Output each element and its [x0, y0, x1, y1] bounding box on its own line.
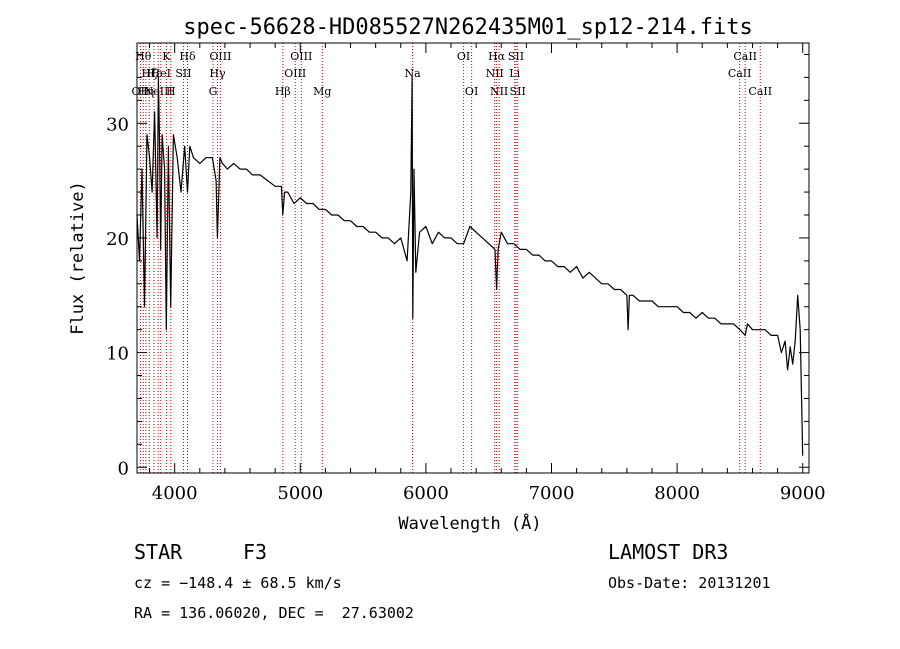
spectral-line-label: OIII: [284, 67, 306, 80]
x-tick-label: 6000: [403, 483, 449, 504]
object-class: STAR: [134, 540, 183, 564]
spectral-line-label: SII: [510, 85, 526, 98]
spectral-line-label: Hζ: [142, 67, 158, 80]
y-tick-label: 20: [106, 229, 129, 250]
coordinates: RA = 136.06020, DEC = 27.63002: [134, 604, 414, 622]
spectral-line-label: Hβ: [275, 85, 291, 98]
y-tick-label: 0: [118, 458, 129, 479]
spectral-line-label: Hδ: [179, 50, 196, 63]
plot-frame: [136, 42, 810, 474]
spectral-line-label: Li: [509, 67, 520, 80]
spectral-line-label: OI: [457, 50, 470, 63]
spectral-line-label: H: [166, 85, 176, 98]
chart-title: spec-56628-HD085527N262435M01_sp12-214.f…: [183, 15, 753, 40]
spectral-line-label: CaII: [728, 67, 752, 80]
spectral-line-label: OIII: [209, 50, 231, 63]
spectral-line-label: NII: [490, 85, 508, 98]
spectral-line-label: G: [209, 85, 218, 98]
spectral-line-label: OII: [132, 85, 150, 98]
observation-date: Obs-Date: 20131201: [608, 574, 771, 592]
spectral-line-label: Hθ: [135, 50, 152, 63]
spectral-line-label: HeI: [151, 67, 171, 80]
axis-ticks: 4000 5000 6000 7000 8000 9000 0 10 20 30: [106, 43, 826, 504]
spectral-line-label: Hγ: [209, 67, 226, 80]
x-tick-label: 5000: [277, 483, 323, 504]
spectral-line-label: Hα: [488, 50, 506, 63]
spectral-line-label: Mg: [313, 85, 331, 98]
spectral-line-label: CaII: [733, 50, 757, 63]
spectral-line-label: CaII: [748, 85, 772, 98]
x-axis-label: Wavelength (Å): [398, 512, 541, 534]
spectral-line-markers: OIIHθHηHζHεNeIIIHeIKHSIIHδGHγOIIIHβOIIIO…: [132, 43, 772, 473]
spectral-line-label: Na: [404, 67, 421, 80]
spectrum-chart: spec-56628-HD085527N262435M01_sp12-214.f…: [68, 15, 826, 534]
spectral-line-label: OI: [465, 85, 478, 98]
object-subclass: F3: [243, 540, 268, 564]
spectral-line-label: OIII: [290, 50, 312, 63]
spectral-line-label: SII: [175, 67, 191, 80]
y-tick-label: 30: [106, 114, 129, 135]
spectral-line-label: K: [162, 50, 171, 63]
x-tick-label: 8000: [654, 483, 700, 504]
spectral-line-label: NII: [486, 67, 504, 80]
flux-series: [136, 76, 804, 456]
y-tick-label: 10: [106, 344, 129, 365]
x-tick-label: 9000: [780, 483, 826, 504]
spectral-line-label: Hη: [138, 85, 154, 98]
survey-name: LAMOST DR3: [608, 540, 729, 564]
spectral-line-label: SII: [508, 50, 524, 63]
flux-line: [136, 76, 804, 456]
redshift-cz: cz = −148.4 ± 68.5 km/s: [134, 574, 342, 592]
x-tick-label: 4000: [152, 483, 198, 504]
x-tick-label: 7000: [529, 483, 575, 504]
y-axis-label: Flux (relative): [68, 181, 88, 335]
